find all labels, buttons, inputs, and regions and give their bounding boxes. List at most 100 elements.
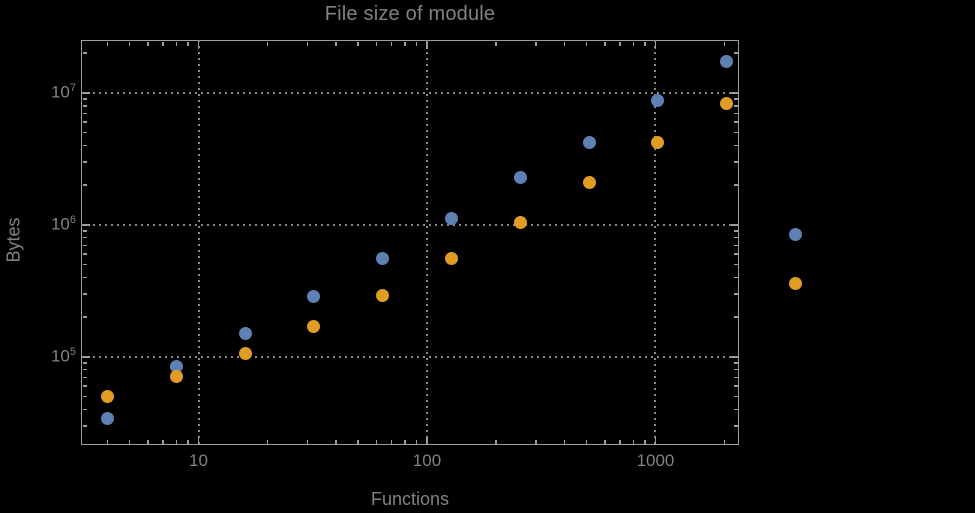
x-minor-tick xyxy=(390,439,393,444)
data-point-blue-32 xyxy=(307,290,321,304)
x-minor-tick xyxy=(535,41,537,46)
y-minor-tick xyxy=(733,253,738,255)
data-point-orange-4 xyxy=(101,390,115,404)
x-minor-tick xyxy=(632,41,635,46)
y-minor-tick xyxy=(733,425,738,427)
y-minor-tick xyxy=(733,263,738,266)
x-minor-tick xyxy=(723,41,726,46)
x-minor-tick xyxy=(604,41,606,46)
x-minor-tick xyxy=(106,41,109,46)
y-minor-tick xyxy=(733,131,738,134)
x-minor-tick xyxy=(147,41,149,46)
y-major-tick xyxy=(82,224,90,226)
data-point-blue-2048 xyxy=(720,55,734,69)
y-major-tick xyxy=(730,224,738,226)
x-minor-tick xyxy=(375,439,378,444)
x-minor-tick xyxy=(563,41,566,46)
y-minor-tick xyxy=(733,385,738,387)
x-minor-tick xyxy=(390,41,393,46)
data-point-orange-1024 xyxy=(651,136,665,150)
x-minor-tick xyxy=(187,41,189,46)
x-minor-tick xyxy=(162,41,164,46)
y-tick-label: 105 xyxy=(50,345,76,366)
data-point-blue-64 xyxy=(376,251,390,265)
data-point-blue-1024 xyxy=(651,94,665,108)
y-minor-tick xyxy=(82,408,87,411)
data-point-orange-2048 xyxy=(720,97,734,111)
data-point-orange-256 xyxy=(513,215,527,229)
x-major-tick xyxy=(654,41,657,49)
x-minor-tick xyxy=(128,41,131,46)
x-minor-tick xyxy=(106,439,109,444)
y-minor-tick xyxy=(82,98,87,100)
y-minor-tick xyxy=(82,316,87,318)
data-point-orange-64 xyxy=(376,289,390,303)
y-gridline xyxy=(81,223,739,226)
y-minor-tick xyxy=(82,161,87,163)
y-minor-tick xyxy=(82,368,87,371)
x-minor-tick xyxy=(335,439,337,444)
data-point-orange-8 xyxy=(169,370,183,384)
y-minor-tick xyxy=(733,376,738,379)
y-major-tick xyxy=(730,92,738,94)
x-minor-tick xyxy=(415,41,418,46)
x-minor-tick xyxy=(723,439,726,444)
y-minor-tick xyxy=(82,362,87,364)
y-minor-tick xyxy=(82,244,87,247)
x-minor-tick xyxy=(644,439,646,444)
y-minor-tick xyxy=(82,52,87,54)
y-minor-tick xyxy=(733,105,738,107)
y-major-tick xyxy=(730,356,738,358)
y-minor-tick xyxy=(733,395,738,398)
y-minor-tick xyxy=(82,276,87,279)
y-minor-tick xyxy=(733,144,738,147)
x-major-tick xyxy=(197,41,200,49)
y-minor-tick xyxy=(733,236,738,239)
x-minor-tick xyxy=(585,439,588,444)
data-point-orange-4096 xyxy=(788,276,802,290)
y-major-tick xyxy=(82,92,90,94)
y-minor-tick xyxy=(733,368,738,371)
y-minor-tick xyxy=(82,385,87,387)
y-minor-tick xyxy=(82,112,87,115)
x-minor-tick xyxy=(175,439,178,444)
y-gridline xyxy=(81,91,739,94)
x-minor-tick xyxy=(604,439,606,444)
data-point-orange-128 xyxy=(444,251,458,265)
data-point-orange-512 xyxy=(582,175,596,189)
x-minor-tick xyxy=(266,439,269,444)
x-tick-label: 10 xyxy=(189,451,208,470)
y-minor-tick xyxy=(733,121,738,123)
y-tick-exponent: 6 xyxy=(69,213,76,226)
x-minor-tick xyxy=(535,439,537,444)
y-minor-tick xyxy=(82,263,87,266)
x-minor-tick xyxy=(128,439,131,444)
x-minor-tick xyxy=(632,439,635,444)
y-gridline xyxy=(81,355,739,358)
x-minor-tick xyxy=(404,439,406,444)
x-gridline xyxy=(425,40,428,445)
y-tick-label: 106 xyxy=(50,213,76,234)
y-tick-exponent: 5 xyxy=(69,345,76,358)
plot-frame xyxy=(81,40,739,445)
x-minor-tick xyxy=(175,41,178,46)
data-point-blue-4 xyxy=(101,412,115,426)
x-minor-tick xyxy=(162,439,164,444)
x-minor-tick xyxy=(495,439,497,444)
y-minor-tick xyxy=(733,244,738,247)
y-minor-tick xyxy=(82,131,87,134)
x-minor-tick xyxy=(306,439,309,444)
x-major-tick xyxy=(654,436,657,444)
chart-title: File size of module xyxy=(324,3,496,25)
y-minor-tick xyxy=(733,98,738,100)
y-minor-tick xyxy=(733,362,738,364)
x-minor-tick xyxy=(147,439,149,444)
x-minor-tick xyxy=(619,41,621,46)
data-point-blue-256 xyxy=(513,171,527,185)
data-point-orange-16 xyxy=(238,346,252,360)
y-tick-label: 107 xyxy=(50,81,76,102)
y-minor-tick xyxy=(82,293,87,295)
y-minor-tick xyxy=(82,121,87,123)
y-major-tick xyxy=(82,356,90,358)
x-major-tick xyxy=(426,41,428,49)
